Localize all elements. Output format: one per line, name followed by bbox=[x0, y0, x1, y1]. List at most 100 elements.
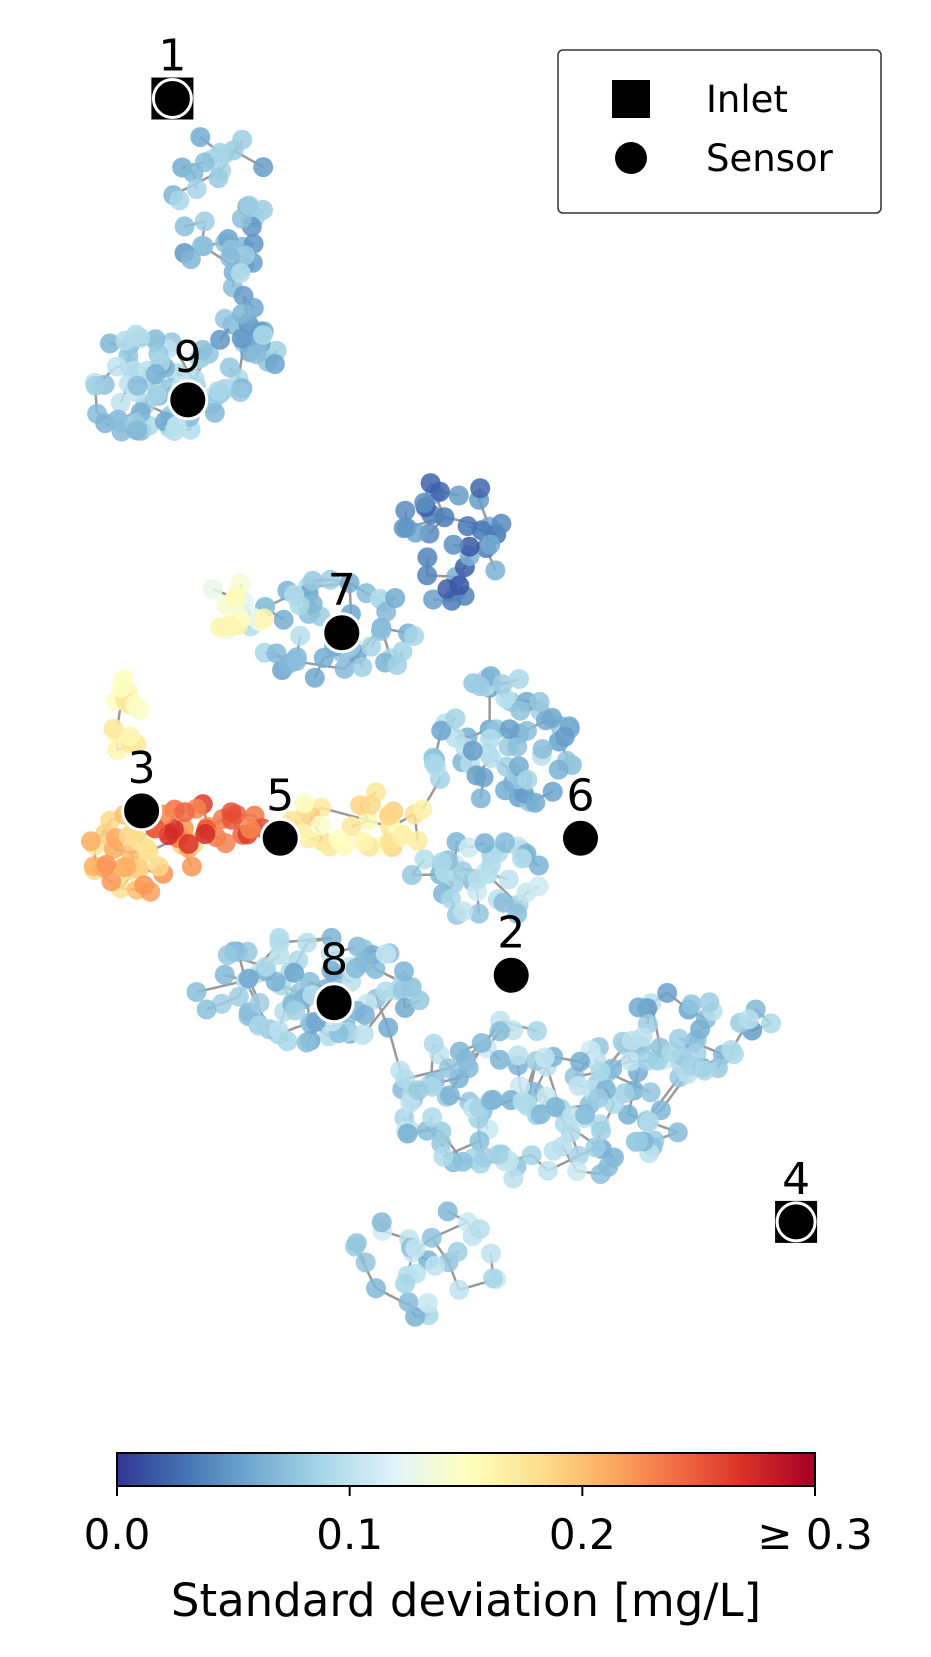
network-node bbox=[266, 643, 287, 664]
network-node bbox=[694, 1060, 715, 1081]
colorbar-tick-label: ≥ 0.3 bbox=[757, 1510, 872, 1559]
network-node bbox=[437, 1201, 458, 1222]
network-node bbox=[632, 1027, 653, 1048]
network-node bbox=[220, 247, 241, 268]
network-node bbox=[204, 402, 225, 423]
network-node bbox=[423, 753, 444, 774]
network-node bbox=[668, 1028, 689, 1049]
network-node bbox=[129, 700, 150, 721]
network-node bbox=[215, 833, 236, 854]
network-node bbox=[230, 382, 251, 402]
network-node bbox=[690, 1019, 711, 1040]
network-node bbox=[699, 992, 720, 1013]
network-node bbox=[375, 944, 396, 964]
network-node bbox=[99, 333, 120, 354]
network-node bbox=[423, 589, 444, 610]
network-node bbox=[228, 986, 249, 1007]
network-node bbox=[532, 739, 553, 760]
network-node bbox=[449, 1279, 470, 1300]
sensor-label: 9 bbox=[174, 332, 202, 383]
network-node bbox=[385, 588, 406, 608]
network-node bbox=[417, 1293, 438, 1314]
network-node bbox=[480, 534, 501, 555]
network-node bbox=[481, 1090, 501, 1111]
network-node bbox=[542, 707, 563, 728]
network-node bbox=[238, 968, 259, 989]
network-node bbox=[334, 658, 355, 679]
sensor-marker bbox=[151, 78, 193, 119]
legend: Inlet Sensor bbox=[557, 49, 882, 214]
network-node bbox=[457, 516, 478, 537]
network-node bbox=[618, 1104, 638, 1125]
network-node bbox=[366, 1278, 386, 1299]
network-node bbox=[507, 903, 528, 924]
network-node bbox=[511, 848, 532, 869]
network-node bbox=[265, 971, 286, 992]
network-node bbox=[110, 677, 131, 698]
network-node bbox=[604, 1093, 625, 1114]
network-node bbox=[417, 565, 438, 586]
network-node bbox=[462, 740, 483, 761]
network-node bbox=[321, 960, 342, 981]
network-node bbox=[354, 952, 375, 973]
sensor-marker bbox=[321, 612, 363, 654]
network-node bbox=[392, 980, 413, 1001]
network-node bbox=[469, 676, 490, 697]
network-node bbox=[186, 179, 207, 200]
network-node bbox=[395, 1273, 416, 1294]
network-node bbox=[395, 500, 416, 521]
network-node bbox=[320, 569, 341, 590]
network-node bbox=[310, 815, 331, 836]
network-node bbox=[124, 360, 144, 381]
network-node bbox=[528, 876, 549, 897]
network-node bbox=[221, 802, 242, 823]
network-node bbox=[517, 720, 537, 741]
network-node bbox=[392, 824, 413, 845]
network-node bbox=[459, 536, 480, 557]
network-node bbox=[211, 993, 232, 1014]
network-node bbox=[529, 691, 550, 712]
sensor-label: 7 bbox=[328, 565, 356, 616]
network-node bbox=[240, 818, 261, 839]
sensor-label: 4 bbox=[782, 1154, 810, 1205]
network-node bbox=[424, 1255, 445, 1276]
network-node bbox=[134, 875, 155, 896]
network-node bbox=[320, 943, 341, 964]
network-node bbox=[210, 617, 231, 638]
network-node bbox=[452, 861, 473, 882]
network-node bbox=[521, 1145, 542, 1166]
network-node bbox=[469, 1131, 490, 1152]
network-node bbox=[480, 729, 500, 749]
network-node bbox=[517, 769, 538, 790]
network-node bbox=[190, 127, 211, 148]
sensor-markers: 1 9 7 3 5 6 2 8 4 bbox=[121, 31, 818, 1243]
network-node bbox=[127, 420, 148, 441]
network-node bbox=[339, 572, 360, 593]
network-node bbox=[467, 869, 488, 890]
network-node bbox=[355, 1252, 376, 1273]
network-node bbox=[101, 871, 122, 892]
network-node bbox=[378, 1017, 399, 1038]
network-node bbox=[414, 849, 435, 870]
network-node bbox=[528, 855, 549, 876]
network-node bbox=[431, 1121, 452, 1142]
network-node bbox=[178, 833, 199, 854]
network-node bbox=[405, 1238, 426, 1259]
network-node bbox=[96, 854, 117, 875]
network-node bbox=[328, 829, 349, 850]
network-node bbox=[448, 485, 469, 506]
network-node bbox=[628, 997, 649, 1018]
network-node bbox=[277, 1031, 298, 1052]
network-node bbox=[208, 381, 229, 401]
sensor-label: 8 bbox=[320, 935, 348, 986]
network-node bbox=[627, 1131, 648, 1152]
legend-inlet-label: Inlet bbox=[706, 78, 788, 121]
network-node bbox=[681, 994, 702, 1015]
network-node bbox=[231, 328, 252, 349]
network-node bbox=[458, 837, 479, 858]
legend-inlet-marker bbox=[612, 80, 650, 118]
network-node bbox=[525, 792, 546, 813]
network-node bbox=[657, 982, 678, 1003]
network-node bbox=[422, 1107, 443, 1128]
network-node bbox=[219, 357, 240, 378]
